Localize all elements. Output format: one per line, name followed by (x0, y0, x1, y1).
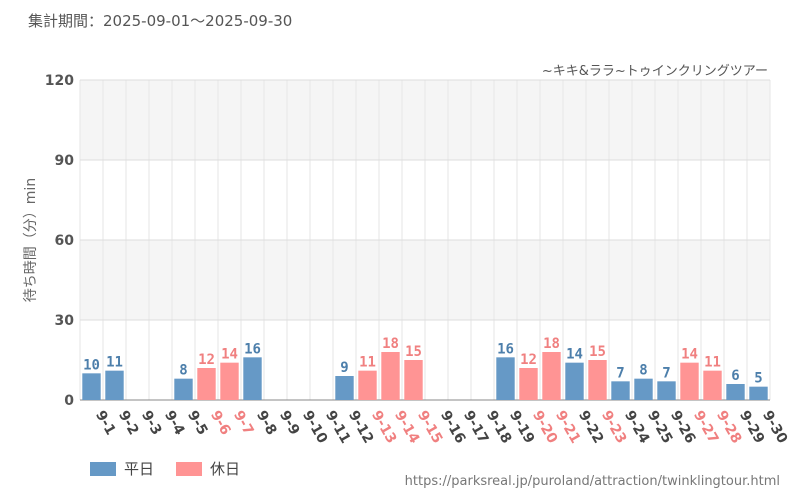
attraction-title: ~キキ&ララ~トゥインクリングツアー (541, 64, 768, 79)
bar (220, 362, 239, 400)
bar (519, 368, 538, 400)
source-url: https://parksreal.jp/puroland/attraction… (404, 474, 780, 489)
bar (105, 370, 124, 400)
data-label: 11 (704, 355, 721, 371)
bar (82, 373, 101, 400)
data-label: 12 (520, 352, 537, 368)
bar (197, 368, 216, 400)
data-label: 14 (221, 347, 238, 363)
data-label: 16 (244, 341, 261, 357)
bar (335, 376, 354, 400)
x-ticks: 9-19-29-39-49-59-69-79-89-99-109-119-129… (92, 408, 791, 447)
x-tick-label: 9-9 (276, 408, 303, 438)
bar (496, 357, 515, 400)
data-label: 11 (359, 355, 376, 371)
data-label: 7 (662, 365, 670, 381)
bar (749, 386, 768, 400)
data-label: 18 (543, 336, 560, 352)
data-label: 8 (639, 363, 647, 379)
data-label: 15 (405, 344, 422, 360)
data-label: 14 (681, 347, 698, 363)
data-label: 15 (589, 344, 606, 360)
y-tick-label: 30 (55, 313, 75, 329)
data-label: 12 (198, 352, 215, 368)
legend-weekday-label: 平日 (124, 460, 155, 478)
bar (634, 378, 653, 400)
y-tick-label: 60 (55, 233, 75, 249)
bar (243, 357, 262, 400)
bar (542, 352, 561, 400)
y-tick-label: 90 (55, 153, 75, 169)
x-tick-label: 9-30 (759, 408, 791, 447)
legend-holiday-label: 休日 (210, 460, 241, 478)
y-tick-label: 0 (64, 393, 74, 409)
bar (611, 381, 630, 400)
bar (657, 381, 676, 400)
x-tick-label: 9-2 (115, 408, 142, 438)
data-label: 8 (179, 363, 187, 379)
bar (381, 352, 400, 400)
bar (703, 370, 722, 400)
y-tick-label: 120 (45, 73, 74, 89)
x-tick-label: 9-5 (184, 408, 211, 438)
legend-weekday: 平日 (90, 458, 154, 479)
bar (174, 378, 193, 400)
x-tick-label: 9-3 (138, 408, 165, 438)
x-tick-label: 9-8 (253, 408, 280, 438)
x-tick-label: 9-7 (230, 408, 257, 438)
bar (726, 384, 745, 400)
data-label: 9 (340, 360, 348, 376)
data-label: 16 (497, 341, 514, 357)
bar (588, 360, 607, 400)
x-tick-label: 9-6 (207, 408, 234, 438)
bars (82, 352, 768, 400)
data-label: 7 (616, 365, 624, 381)
x-tick-label: 9-1 (92, 408, 119, 438)
collection-period: 集計期間：2025-09-01～2025-09-30 (28, 12, 293, 30)
bar (404, 360, 423, 400)
bar (680, 362, 699, 400)
legend: 平日 休日 (90, 458, 240, 479)
y-ticks: 0 30 60 90 120 (45, 73, 74, 409)
data-label: 14 (566, 347, 583, 363)
data-label: 18 (382, 336, 399, 352)
bar (358, 370, 377, 400)
legend-holiday: 休日 (176, 458, 240, 479)
bar (565, 362, 584, 400)
data-label: 11 (106, 355, 123, 371)
data-label: 5 (754, 371, 762, 387)
weekday-swatch (90, 461, 116, 476)
x-tick-label: 9-4 (161, 408, 188, 438)
gridlines (79, 79, 771, 401)
data-label: 6 (731, 368, 739, 384)
holiday-swatch (176, 461, 203, 476)
data-label: 10 (83, 357, 100, 373)
